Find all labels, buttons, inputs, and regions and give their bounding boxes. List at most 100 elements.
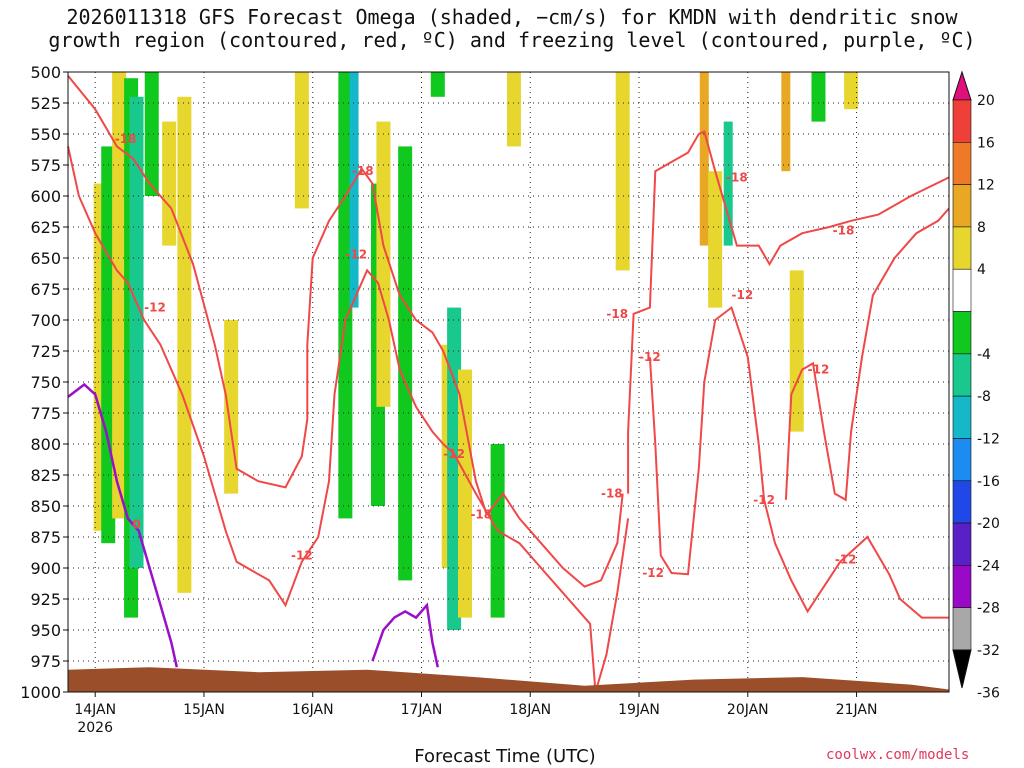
y-tick-label: 700 xyxy=(30,311,61,330)
colorbar-bin xyxy=(952,142,972,185)
y-tick-label: 775 xyxy=(30,404,61,423)
colorbar-label: -16 xyxy=(977,474,1000,490)
y-tick-label: 850 xyxy=(30,497,61,516)
omega-cell xyxy=(294,72,309,209)
omega-cell xyxy=(506,72,521,147)
colorbar-bin xyxy=(952,480,972,524)
freezing-level-group xyxy=(67,382,440,668)
colorbar-bin xyxy=(952,607,972,651)
contour-label: -18 xyxy=(352,164,374,178)
contour-label: -12 xyxy=(443,447,465,461)
contour-label: -12 xyxy=(753,493,775,507)
contour-label: -12 xyxy=(835,552,857,566)
colorbar-label: 16 xyxy=(977,135,995,151)
omega-cell xyxy=(811,72,826,122)
omega-cell xyxy=(398,146,413,581)
y-tick-label: 750 xyxy=(30,373,61,392)
dgz-contour-line xyxy=(784,207,950,502)
colorbar-bin xyxy=(952,99,972,143)
chart-title-line2: growth region (contoured, red, ºC) and f… xyxy=(48,28,976,52)
x-tick-sublabel: 2026 xyxy=(77,720,113,736)
chart-title: 2026011318 GFS Forecast Omega (shaded, −… xyxy=(0,6,1024,52)
x-axis-label: Forecast Time (UTC) xyxy=(414,746,596,767)
contour-label: -12 xyxy=(732,288,754,302)
colorbar-bin xyxy=(952,565,972,608)
colorbar-bin xyxy=(952,226,972,270)
contour-label: -18 xyxy=(606,307,628,321)
omega-cell xyxy=(162,121,177,246)
colorbar-label: -36 xyxy=(977,685,1000,701)
x-tick-label: 17JAN xyxy=(401,702,443,718)
omega-cell xyxy=(789,270,804,432)
omega-cell xyxy=(457,369,472,618)
y-tick-label: 925 xyxy=(30,590,61,609)
credit-link[interactable]: coolwx.com/models xyxy=(826,747,970,763)
omega-cell xyxy=(177,96,192,593)
omega-cell xyxy=(723,121,733,246)
contour-label: -12 xyxy=(291,549,313,563)
y-tick-label: 900 xyxy=(30,559,61,578)
x-tick-label: 15JAN xyxy=(183,702,225,718)
contour-label: -12 xyxy=(642,566,664,580)
contour-label: -18 xyxy=(833,224,855,238)
contour-label: -12 xyxy=(345,247,367,261)
omega-cell xyxy=(844,72,859,110)
colorbar-bin xyxy=(952,395,972,439)
y-tick-label: 500 xyxy=(30,63,61,82)
omega-cell xyxy=(430,72,445,97)
omega-cell xyxy=(101,146,116,544)
colorbar-label: 12 xyxy=(977,178,995,194)
x-tick-label: 16JAN xyxy=(292,702,334,718)
omega-cell xyxy=(376,121,391,407)
y-tick-label: 625 xyxy=(30,218,61,237)
colorbar-label: -24 xyxy=(977,558,1000,574)
omega-cell xyxy=(615,72,630,271)
dgz-contour-line xyxy=(67,146,630,693)
y-tick-label: 675 xyxy=(30,280,61,299)
x-tick-label: 20JAN xyxy=(727,702,769,718)
y-tick-label: 950 xyxy=(30,621,61,640)
colorbar-label: 4 xyxy=(977,262,986,278)
dgz-contour-line xyxy=(67,75,488,516)
colorbar-bin xyxy=(952,353,972,397)
dgz-contour-line xyxy=(648,305,949,619)
x-tick-label: 19JAN xyxy=(618,702,660,718)
omega-cell xyxy=(144,72,159,196)
colorbar-bin xyxy=(952,522,972,566)
omega-cell xyxy=(129,96,144,569)
freezing-level-line xyxy=(67,382,179,668)
contour-label: -18 xyxy=(115,132,137,146)
y-tick-label: 575 xyxy=(30,156,61,175)
colorbar-bottom-arrow xyxy=(952,649,972,689)
x-tick-label: 14JAN xyxy=(74,702,116,718)
dgz-contour-group xyxy=(67,75,950,693)
colorbar-label: -32 xyxy=(977,643,1000,659)
dgz-contour-line xyxy=(485,491,624,588)
y-tick-label: 525 xyxy=(30,94,61,113)
colorbar-top-arrow xyxy=(952,70,972,101)
contour-label-group: -18 -12 -18 -12 -12 -18 -12 -18 -12 -18 -12 -18 -12 -… xyxy=(115,132,857,580)
y-tick-label: 825 xyxy=(30,466,61,485)
x-axis-group: 14JAN 2026 15JAN 16JAN 17JAN 18JAN 19JAN 20JAN 2… xyxy=(74,692,877,736)
chart-title-line1: 2026011318 GFS Forecast Omega (shaded, −… xyxy=(66,5,958,29)
dgz-contour-line xyxy=(627,130,950,494)
omega-cell xyxy=(781,72,791,172)
freezing-level-line xyxy=(371,602,440,668)
colorbar-label: -8 xyxy=(977,389,991,405)
colorbar-group: 20 16 12 8 4 -4 -8 -12 -16 -20 -24 -28 -32 -36 xyxy=(952,70,1000,701)
x-tick-label: 21JAN xyxy=(836,702,878,718)
omega-cell xyxy=(338,72,353,519)
x-tick-label: 18JAN xyxy=(509,702,551,718)
y-tick-label: 550 xyxy=(30,125,61,144)
colorbar-bin xyxy=(952,184,972,228)
contour-label: -18 xyxy=(726,170,748,184)
terrain-fill xyxy=(68,667,949,692)
y-tick-label: 875 xyxy=(30,528,61,547)
colorbar-bin xyxy=(952,311,972,355)
colorbar-label: -28 xyxy=(977,601,1000,617)
omega-cell xyxy=(112,72,127,519)
colorbar-bin xyxy=(952,268,972,312)
colorbar-label: -20 xyxy=(977,516,1000,532)
contour-label: -18 xyxy=(470,508,492,522)
